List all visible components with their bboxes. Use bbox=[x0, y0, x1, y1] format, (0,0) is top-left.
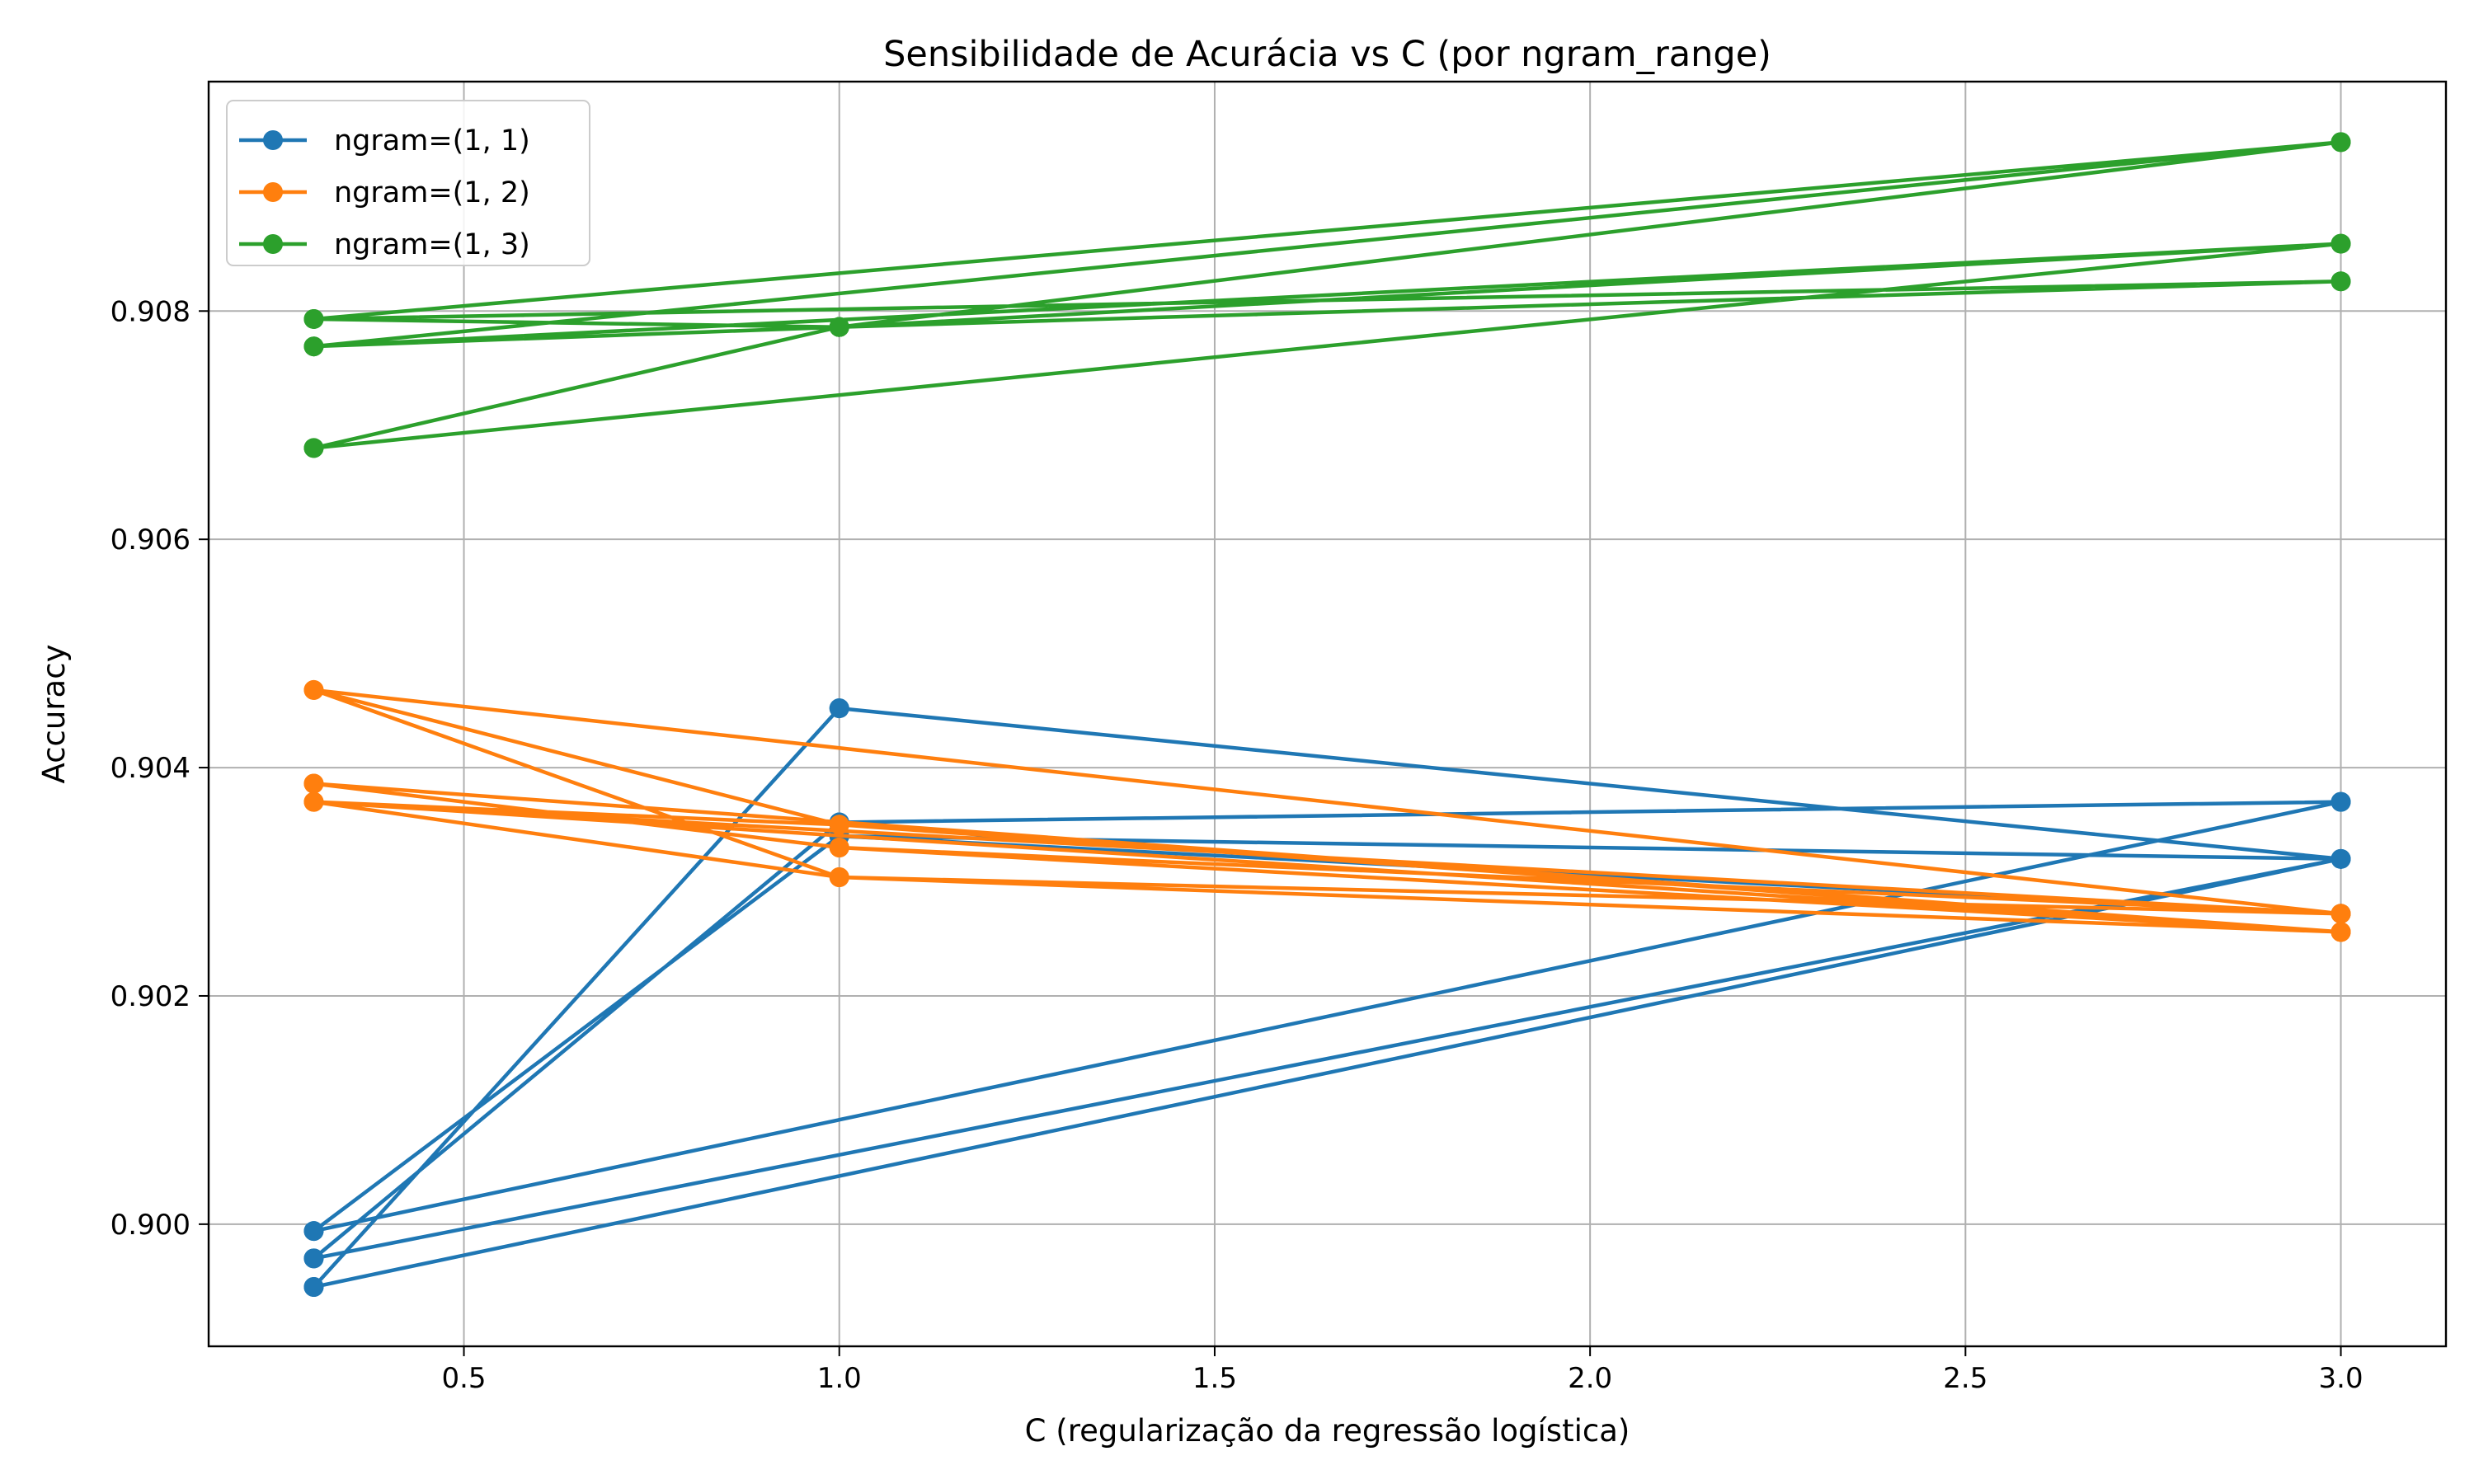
data-point bbox=[2331, 132, 2351, 153]
y-tick-label: 0.904 bbox=[111, 752, 190, 785]
series-line bbox=[312, 688, 2343, 934]
x-tick-label: 1.0 bbox=[817, 1362, 862, 1395]
data-point bbox=[2331, 848, 2351, 869]
legend: ngram=(1, 1) ngram=(1, 2) ngram=(1, 3) bbox=[226, 100, 590, 266]
legend-label: ngram=(1, 3) bbox=[334, 228, 530, 261]
data-point bbox=[829, 317, 849, 337]
legend-item: ngram=(1, 3) bbox=[239, 228, 530, 261]
legend-item: ngram=(1, 2) bbox=[239, 176, 530, 209]
data-point bbox=[303, 1221, 324, 1242]
data-point bbox=[2331, 233, 2351, 254]
legend-label: ngram=(1, 2) bbox=[334, 176, 530, 209]
data-point bbox=[2331, 922, 2351, 942]
data-point bbox=[829, 866, 849, 887]
legend-box bbox=[226, 100, 590, 266]
y-axis-label: Accuracy bbox=[36, 645, 72, 784]
data-point bbox=[303, 438, 324, 458]
data-point bbox=[303, 773, 324, 794]
legend-marker bbox=[263, 234, 283, 254]
data-point bbox=[2331, 904, 2351, 924]
data-point bbox=[2331, 271, 2351, 292]
y-tick-label: 0.906 bbox=[111, 524, 190, 556]
plot-series bbox=[303, 132, 2351, 1298]
x-axis-label: C (regularização da regressão logística) bbox=[1025, 1413, 1630, 1449]
data-point bbox=[303, 1248, 324, 1269]
x-tick-label: 2.0 bbox=[1568, 1362, 1612, 1395]
data-point bbox=[303, 308, 324, 329]
data-point bbox=[2331, 791, 2351, 812]
data-point bbox=[829, 698, 849, 719]
plot-frame bbox=[207, 80, 2448, 1348]
series-line bbox=[312, 706, 2343, 1289]
series-3 bbox=[303, 132, 2351, 458]
chart-title: Sensibilidade de Acurácia vs C (por ngra… bbox=[883, 34, 1771, 75]
legend-marker bbox=[263, 130, 283, 150]
legend-marker bbox=[263, 182, 283, 202]
data-point bbox=[829, 815, 849, 835]
data-point bbox=[829, 837, 849, 857]
y-tick-label: 0.900 bbox=[111, 1209, 190, 1242]
y-tick-label: 0.902 bbox=[111, 980, 190, 1013]
axis-ticks: 0.5 1.0 1.5 2.0 2.5 3.0 0.900 0.902 0.904 0.906 0.… bbox=[111, 295, 2363, 1395]
data-point bbox=[303, 791, 324, 812]
data-point bbox=[303, 1277, 324, 1298]
data-point bbox=[303, 336, 324, 357]
x-tick-label: 3.0 bbox=[2319, 1362, 2363, 1395]
x-tick-label: 1.5 bbox=[1192, 1362, 1237, 1395]
data-point bbox=[303, 679, 324, 700]
x-tick-label: 0.5 bbox=[441, 1362, 486, 1395]
legend-label: ngram=(1, 1) bbox=[334, 124, 530, 157]
y-tick-label: 0.908 bbox=[111, 295, 190, 328]
legend-item: ngram=(1, 1) bbox=[239, 124, 530, 157]
series-line bbox=[312, 140, 2343, 450]
series-2 bbox=[303, 679, 2351, 942]
x-tick-label: 2.5 bbox=[1943, 1362, 1987, 1395]
